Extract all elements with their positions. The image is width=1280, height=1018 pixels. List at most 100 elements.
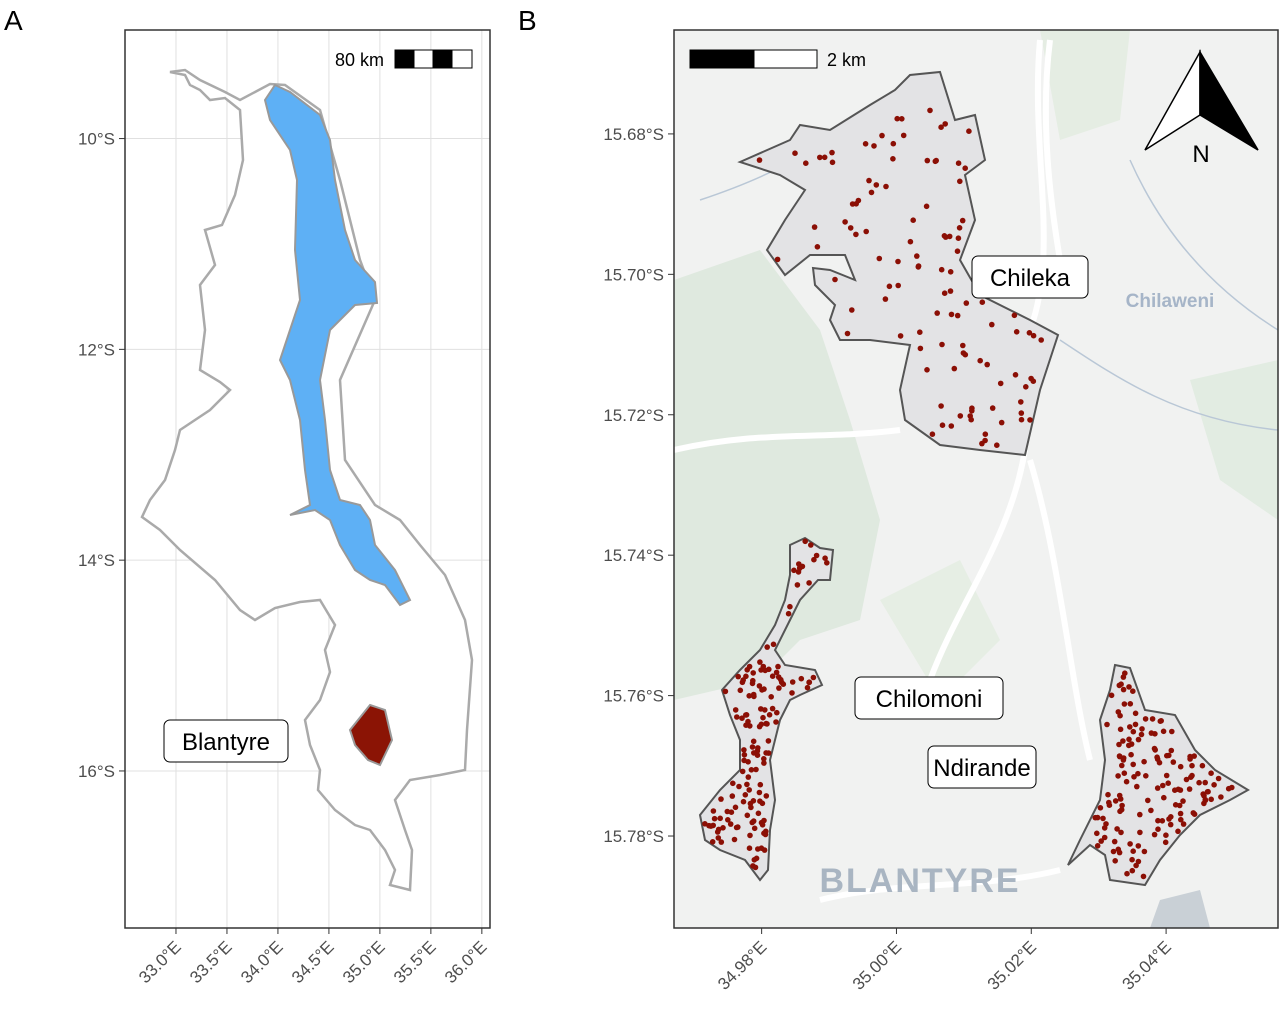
sample-point — [744, 781, 750, 788]
label-box — [854, 676, 1004, 720]
sample-point — [764, 644, 770, 650]
sample-point — [1162, 839, 1169, 846]
sample-point — [761, 817, 767, 824]
sample-point — [746, 663, 753, 670]
sample-point — [814, 244, 821, 250]
y-tick-label: 15.72°S — [603, 406, 664, 425]
sample-point — [917, 329, 923, 336]
sample-point — [1148, 730, 1155, 736]
sample-point — [757, 781, 764, 788]
sample-point — [741, 752, 748, 758]
sample-point — [756, 789, 763, 796]
sample-point — [1154, 756, 1161, 762]
sample-point — [960, 342, 966, 349]
sample-point — [1120, 757, 1127, 763]
sample-point — [977, 357, 983, 364]
sample-point — [789, 679, 796, 685]
sample-point — [1143, 773, 1149, 779]
sample-point — [1129, 867, 1136, 874]
sample-point — [804, 684, 811, 691]
sample-point — [1112, 798, 1119, 804]
north-label: N — [1192, 141, 1209, 168]
sample-point — [897, 333, 904, 339]
sample-point — [1098, 838, 1104, 844]
sample-point — [1211, 782, 1217, 788]
y-tick-label: 15.76°S — [603, 687, 664, 706]
sample-point — [1127, 841, 1133, 847]
sample-point — [745, 774, 752, 780]
sample-point — [1202, 779, 1208, 786]
sample-point — [742, 792, 749, 798]
sample-point — [899, 116, 905, 122]
sample-point — [1159, 818, 1166, 824]
sample-point — [1141, 758, 1147, 765]
sample-point — [927, 107, 933, 114]
sample-point — [789, 690, 795, 696]
x-tick-label: 34.5°E — [288, 937, 338, 987]
sample-point — [982, 431, 989, 438]
sample-point — [768, 694, 774, 700]
sample-point — [1103, 821, 1109, 827]
sample-point — [1141, 848, 1148, 855]
sample-point — [718, 839, 725, 845]
sample-point — [890, 140, 897, 147]
scale-bar — [394, 49, 473, 69]
place-label: Blantyre — [182, 729, 270, 756]
sample-point — [765, 738, 772, 744]
sample-point — [761, 760, 767, 766]
sample-point — [960, 350, 967, 356]
sample-point — [1142, 716, 1149, 722]
sample-point — [955, 235, 962, 241]
sample-point — [1130, 728, 1137, 735]
sample-point — [1127, 701, 1134, 707]
sample-point — [762, 667, 768, 674]
sample-point — [755, 810, 762, 817]
sample-point — [740, 798, 747, 805]
sample-point — [1128, 751, 1134, 758]
sample-point — [923, 203, 930, 210]
sample-point — [907, 238, 914, 245]
sample-point — [939, 422, 946, 429]
sample-point — [968, 416, 974, 423]
sample-point — [1177, 763, 1184, 770]
sample-point — [730, 780, 736, 787]
sample-point — [957, 178, 963, 185]
sample-point — [1130, 688, 1136, 694]
scale-bar — [689, 49, 818, 69]
sample-point — [759, 800, 766, 807]
sample-point — [740, 677, 746, 683]
sample-point — [1170, 759, 1177, 765]
x-tick-label: 33.5°E — [186, 937, 236, 987]
sample-point — [1100, 815, 1106, 822]
sample-point — [917, 345, 924, 352]
sample-point — [1094, 830, 1100, 837]
sample-point — [711, 815, 718, 822]
sample-point — [947, 288, 954, 294]
sample-point — [989, 321, 995, 328]
sample-point — [910, 217, 916, 223]
sample-point — [763, 720, 769, 727]
sample-point — [1104, 721, 1110, 728]
sample-point — [753, 766, 759, 773]
sample-point — [821, 154, 828, 161]
sample-point — [746, 787, 752, 793]
north-arrow — [1144, 49, 1259, 151]
sample-point — [939, 341, 945, 348]
sample-point — [863, 228, 869, 235]
sample-point — [979, 440, 985, 447]
sample-point — [955, 160, 962, 166]
sample-point — [1160, 782, 1166, 789]
sample-point — [1151, 831, 1158, 838]
sample-point — [1119, 802, 1125, 809]
sample-point — [1169, 728, 1175, 735]
sample-point — [1180, 798, 1186, 804]
sample-point — [751, 825, 758, 832]
sample-point — [1130, 848, 1136, 854]
sample-point — [1137, 829, 1143, 836]
sample-point — [1028, 375, 1034, 382]
sample-point — [959, 217, 966, 224]
sample-point — [750, 818, 757, 824]
sample-point — [749, 744, 756, 750]
sample-point — [785, 610, 792, 617]
sample-point — [1126, 736, 1132, 743]
